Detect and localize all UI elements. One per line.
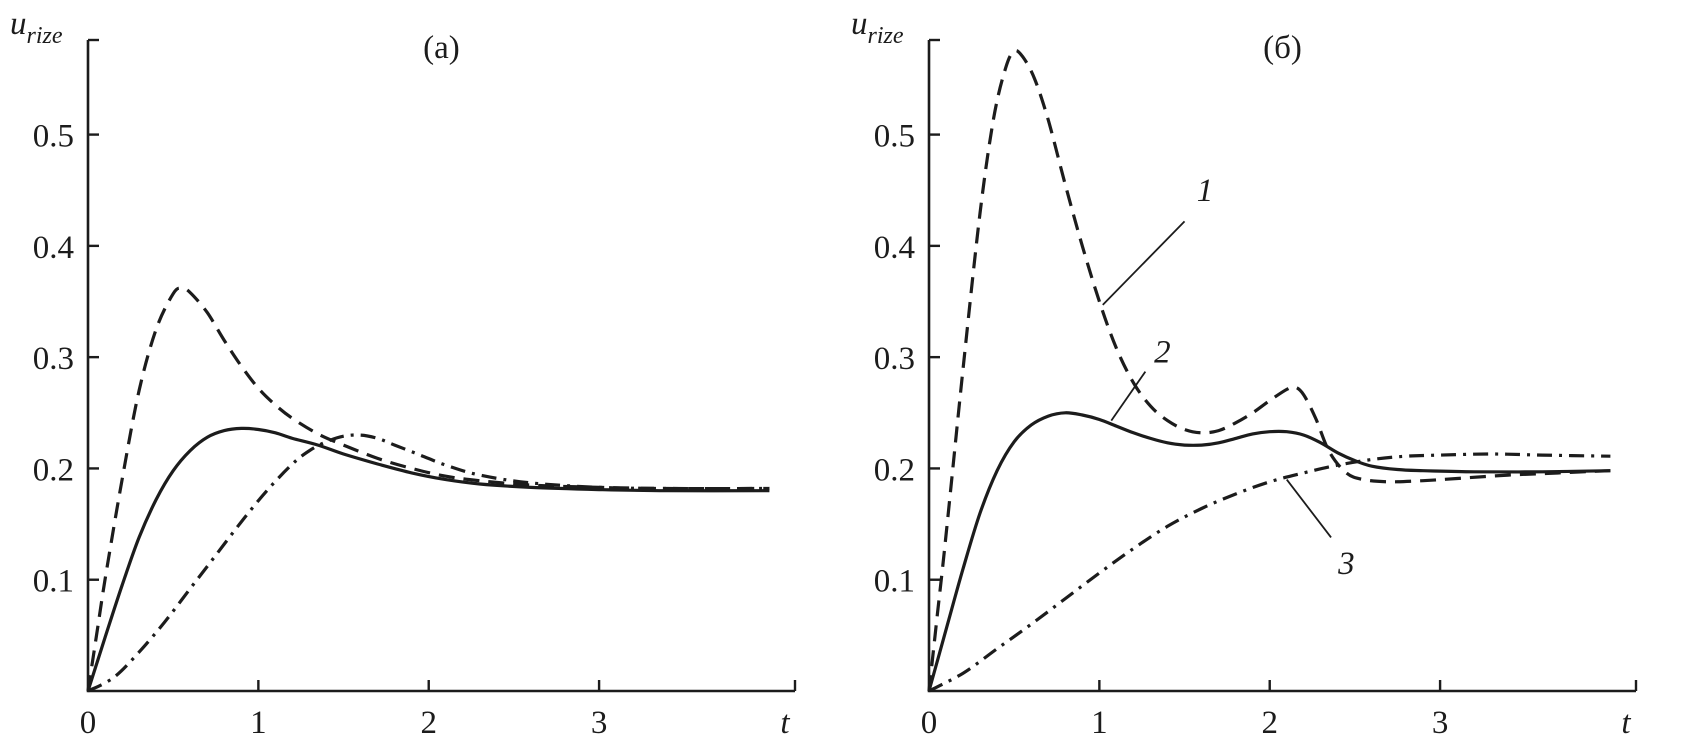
y-tick-label: 0.5 [33, 119, 74, 155]
x-axis-label: t [780, 705, 790, 741]
y-tick-label: 0.5 [874, 119, 915, 155]
y-tick-label: 0.3 [874, 341, 915, 377]
x-tick-label: 3 [1432, 705, 1449, 741]
x-tick-label: 3 [591, 705, 608, 741]
y-tick-label: 0.2 [874, 452, 915, 488]
y-tick-label: 0.3 [33, 341, 74, 377]
x-tick-label: 1 [250, 705, 267, 741]
annotation-leader-line-1 [1102, 220, 1186, 306]
axes [927, 40, 1636, 693]
y-tick-label: 0.4 [874, 230, 915, 266]
axes [86, 40, 795, 693]
panel-title: (б) [1263, 30, 1302, 66]
curve-1-dashed-curve [86, 286, 770, 692]
x-tick-label: 1 [1091, 705, 1108, 741]
panel-a: 0 1 2 3 0.1 0.2 0.3 0.4 0.5 t urize (а) [0, 0, 841, 749]
curve-label-1: 1 [1197, 173, 1214, 209]
x-tick-label: 0 [80, 705, 97, 741]
x-tick-label: 2 [1261, 705, 1278, 741]
y-axis-label: urize [10, 6, 63, 49]
curve-2-solid-curve [86, 426, 770, 692]
chart-b-svg: 0 1 2 3 0.1 0.2 0.3 0.4 0.5 t urize (б) 1 2 3 [851, 6, 1638, 741]
x-tick-label: 2 [420, 705, 437, 741]
curve-label-2: 2 [1154, 335, 1171, 371]
curve-3-dashdot-curve [928, 452, 1611, 693]
curve-3-dashdot-curve [87, 433, 770, 693]
x-axis-label: t [1621, 705, 1631, 741]
x-tick-label: 0 [921, 705, 938, 741]
panel-title: (а) [423, 30, 460, 66]
y-axis-label: urize [851, 6, 904, 49]
curve-2-solid-curve [927, 411, 1611, 692]
panel-b: 0 1 2 3 0.1 0.2 0.3 0.4 0.5 t urize (б) 1 2 3 [841, 0, 1682, 749]
y-tick-label: 0.1 [33, 564, 74, 600]
curve-1-dashed-curve [927, 48, 1611, 692]
annotation-leader-line-2 [1110, 371, 1147, 422]
chart-a-svg: 0 1 2 3 0.1 0.2 0.3 0.4 0.5 t urize (а) [10, 6, 797, 741]
annotation-leader-line-3 [1286, 479, 1332, 538]
y-tick-label: 0.2 [33, 452, 74, 488]
y-tick-label: 0.1 [874, 564, 915, 600]
curve-label-3: 3 [1337, 546, 1355, 582]
y-tick-label: 0.4 [33, 230, 74, 266]
